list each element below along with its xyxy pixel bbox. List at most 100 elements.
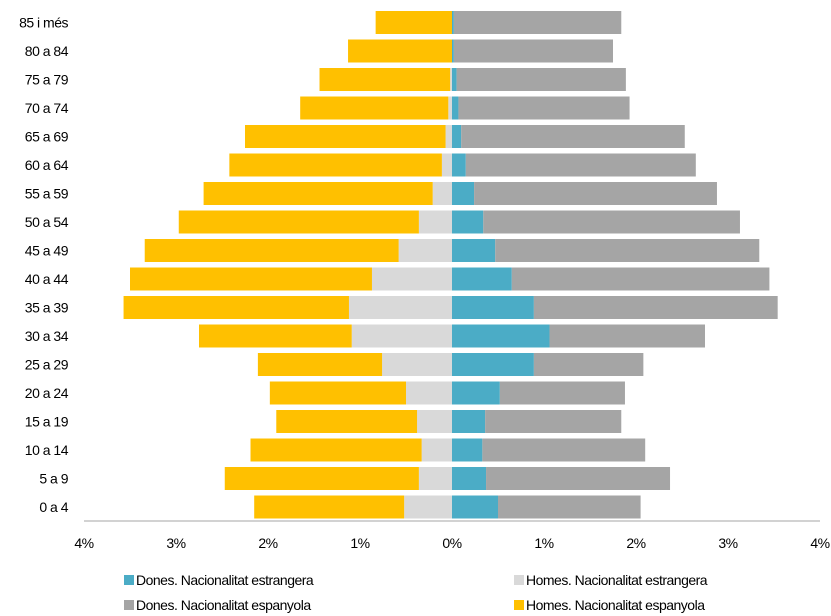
bar-homes-nacionalitat-estrangera	[417, 410, 452, 433]
bar-homes-nacionalitat-espanyola	[130, 267, 372, 291]
bar-dones-nacionalitat-estrangera	[452, 210, 484, 234]
bar-homes-nacionalitat-estrangera	[445, 125, 452, 148]
x-tick-label: 3%	[166, 535, 185, 551]
bar-dones-nacionalitat-espanyola	[456, 68, 626, 91]
bar-dones-nacionalitat-espanyola	[474, 182, 717, 205]
x-tick-label: 4%	[810, 535, 829, 551]
bar-dones-nacionalitat-espanyola	[461, 125, 685, 148]
x-tick-label: 0%	[442, 535, 461, 551]
x-tick-label: 1%	[534, 535, 553, 551]
bar-dones-nacionalitat-estrangera	[452, 153, 466, 177]
age-label: 55 a 59	[25, 186, 69, 202]
bar-homes-nacionalitat-estrangera	[348, 296, 452, 319]
bar-homes-nacionalitat-estrangera	[441, 153, 452, 177]
bar-homes-nacionalitat-espanyola	[257, 353, 383, 376]
bar-dones-nacionalitat-espanyola	[499, 381, 625, 405]
bar-homes-nacionalitat-espanyola	[319, 68, 451, 91]
bar-homes-nacionalitat-estrangera	[398, 239, 452, 262]
bar-dones-nacionalitat-estrangera	[452, 467, 487, 490]
bar-dones-nacionalitat-estrangera	[452, 68, 457, 91]
bar-dones-nacionalitat-espanyola	[511, 267, 770, 291]
age-label: 25 a 29	[25, 357, 69, 373]
bar-dones-nacionalitat-espanyola	[483, 210, 740, 234]
bar-homes-nacionalitat-estrangera	[371, 267, 452, 291]
bar-homes-nacionalitat-espanyola	[245, 125, 446, 148]
bar-homes-nacionalitat-estrangera	[448, 96, 452, 120]
bar-dones-nacionalitat-espanyola	[533, 296, 778, 319]
bar-dones-nacionalitat-estrangera	[452, 11, 454, 34]
bar-homes-nacionalitat-espanyola	[203, 182, 433, 205]
bar-homes-nacionalitat-estrangera	[421, 438, 452, 462]
bar-dones-nacionalitat-estrangera	[452, 353, 534, 376]
age-label: 10 a 14	[25, 442, 69, 458]
bar-dones-nacionalitat-estrangera	[452, 96, 459, 120]
age-label: 75 a 79	[25, 72, 69, 88]
bar-dones-nacionalitat-estrangera	[452, 495, 498, 519]
bar-dones-nacionalitat-espanyola	[465, 153, 696, 177]
bar-homes-nacionalitat-estrangera	[432, 182, 452, 205]
bar-dones-nacionalitat-estrangera	[452, 324, 550, 348]
age-label: 5 a 9	[39, 471, 68, 487]
bar-homes-nacionalitat-espanyola	[199, 324, 352, 348]
age-label: 45 a 49	[25, 243, 69, 259]
x-tick-label: 2%	[626, 535, 645, 551]
bar-homes-nacionalitat-espanyola	[300, 96, 449, 120]
bar-dones-nacionalitat-estrangera	[452, 381, 500, 405]
bar-dones-nacionalitat-espanyola	[453, 39, 613, 63]
bar-homes-nacionalitat-espanyola	[144, 239, 399, 262]
bar-dones-nacionalitat-estrangera	[452, 296, 534, 319]
age-label: 0 a 4	[39, 499, 68, 515]
bar-homes-nacionalitat-estrangera	[418, 210, 452, 234]
age-label: 70 a 74	[25, 100, 69, 116]
bar-homes-nacionalitat-espanyola	[224, 467, 419, 490]
x-axis-ticks: 4% 3% 2% 1% 0% 1% 2% 3% 4%	[74, 535, 830, 551]
bar-dones-nacionalitat-estrangera	[452, 39, 454, 63]
x-tick-label: 4%	[74, 535, 93, 551]
x-tick-label: 3%	[718, 535, 737, 551]
bar-homes-nacionalitat-espanyola	[250, 438, 422, 462]
age-label: 20 a 24	[25, 385, 69, 401]
bar-homes-nacionalitat-espanyola	[348, 39, 452, 63]
bar-dones-nacionalitat-estrangera	[452, 438, 483, 462]
bar-dones-nacionalitat-estrangera	[452, 125, 462, 148]
age-label: 15 a 19	[25, 414, 69, 430]
bar-dones-nacionalitat-espanyola	[486, 467, 671, 490]
bar-dones-nacionalitat-estrangera	[452, 267, 512, 291]
bar-dones-nacionalitat-estrangera	[452, 182, 475, 205]
bar-dones-nacionalitat-espanyola	[533, 353, 644, 376]
x-tick-label: 1%	[350, 535, 369, 551]
bars-group	[123, 11, 778, 519]
bar-homes-nacionalitat-espanyola	[123, 296, 349, 319]
bar-homes-nacionalitat-espanyola	[229, 153, 442, 177]
age-group-labels: 85 i més 80 a 84 75 a 79 70 a 74 65 a 69 60 a…	[19, 15, 69, 516]
bar-dones-nacionalitat-espanyola	[495, 239, 760, 262]
bar-homes-nacionalitat-estrangera	[382, 353, 452, 376]
age-label: 50 a 54	[25, 214, 69, 230]
bar-dones-nacionalitat-espanyola	[482, 438, 646, 462]
bar-dones-nacionalitat-espanyola	[458, 96, 630, 120]
bar-homes-nacionalitat-estrangera	[450, 68, 452, 91]
bar-homes-nacionalitat-estrangera	[406, 381, 452, 405]
bar-homes-nacionalitat-espanyola	[254, 495, 405, 519]
bar-dones-nacionalitat-espanyola	[549, 324, 705, 348]
bar-homes-nacionalitat-espanyola	[178, 210, 419, 234]
bar-homes-nacionalitat-espanyola	[375, 11, 452, 34]
bar-dones-nacionalitat-espanyola	[453, 11, 622, 34]
bar-homes-nacionalitat-espanyola	[269, 381, 406, 405]
bar-homes-nacionalitat-estrangera	[404, 495, 452, 519]
bar-homes-nacionalitat-estrangera	[418, 467, 452, 490]
bar-homes-nacionalitat-espanyola	[276, 410, 418, 433]
age-label: 30 a 34	[25, 328, 69, 344]
bar-dones-nacionalitat-estrangera	[452, 239, 496, 262]
age-label: 35 a 39	[25, 300, 69, 316]
bar-dones-nacionalitat-espanyola	[485, 410, 622, 433]
age-label: 80 a 84	[25, 43, 69, 59]
age-label: 65 a 69	[25, 129, 69, 145]
age-label: 60 a 64	[25, 157, 69, 173]
age-label: 85 i més	[19, 15, 68, 31]
bar-dones-nacionalitat-espanyola	[498, 495, 641, 519]
bar-homes-nacionalitat-estrangera	[351, 324, 452, 348]
age-label: 40 a 44	[25, 271, 69, 287]
bar-dones-nacionalitat-estrangera	[452, 410, 486, 433]
